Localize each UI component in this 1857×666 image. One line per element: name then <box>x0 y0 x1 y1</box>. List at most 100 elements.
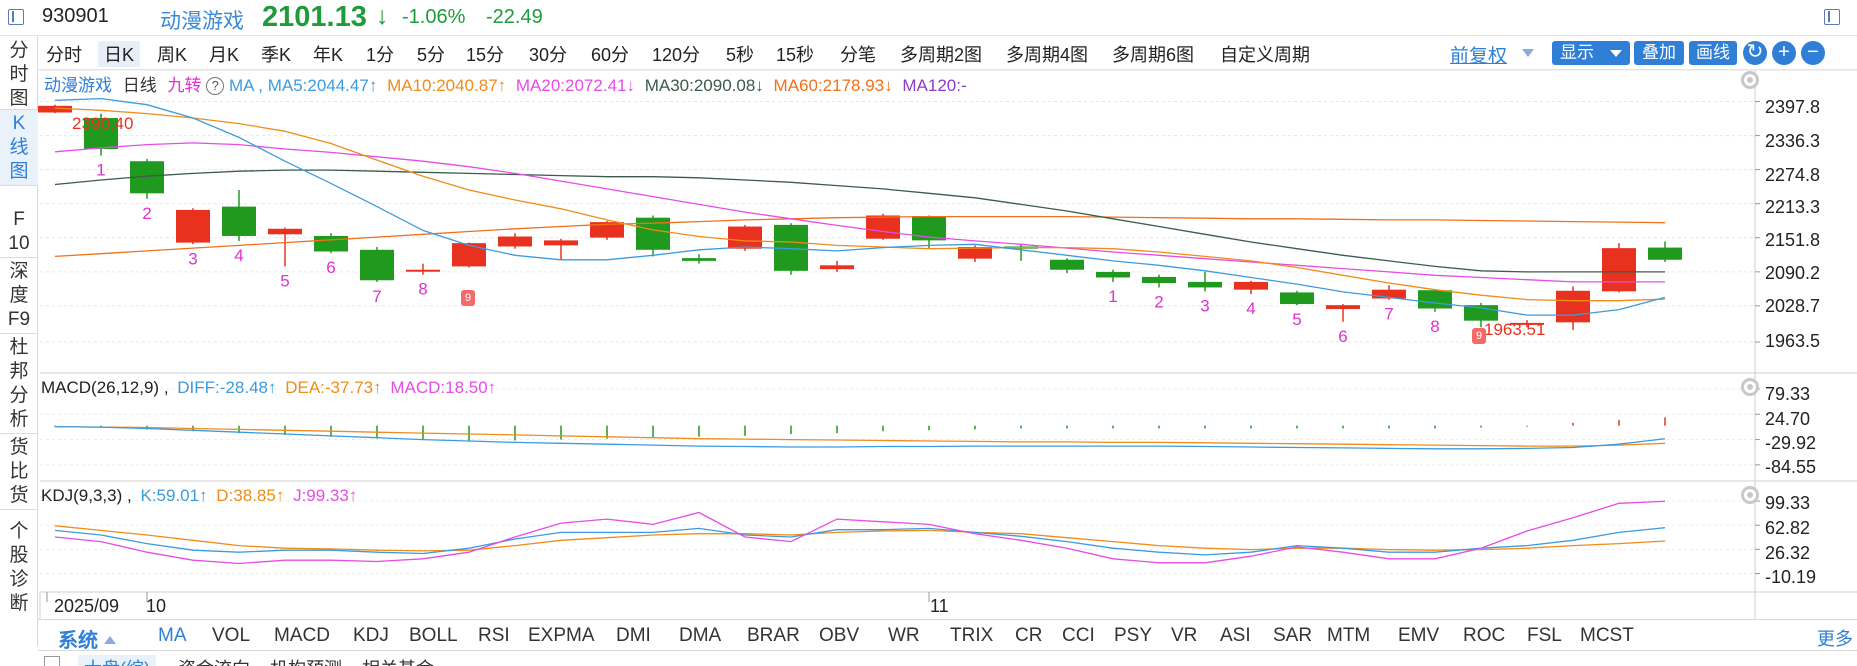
candle-body <box>176 209 210 243</box>
indicator-item[interactable]: MCST <box>1580 625 1634 646</box>
candle-body <box>268 228 302 235</box>
kdj-settings-gear-icon[interactable] <box>1741 486 1759 504</box>
zoom-in-icon[interactable]: + <box>1772 41 1796 65</box>
chevron-down-icon <box>1610 50 1622 57</box>
period-tab[interactable]: 1分 <box>366 45 395 65</box>
indicator-item[interactable]: CR <box>1015 625 1043 646</box>
indicator-item[interactable]: DMA <box>679 625 722 646</box>
indicator-item[interactable]: ASI <box>1220 625 1251 646</box>
candle-body <box>590 222 624 238</box>
system-label: 系统 <box>58 630 98 652</box>
vtab-timeshare[interactable]: 分 时 图 <box>0 38 38 110</box>
period-tab[interactable]: 季K <box>261 45 292 65</box>
display-button[interactable]: 显示 <box>1552 41 1630 65</box>
price-tick: 2274.8 <box>1765 165 1821 185</box>
more-indicators-link[interactable]: 更多 <box>1817 629 1853 649</box>
period-tab[interactable]: 多周期4图 <box>1006 45 1089 65</box>
indicator-ma[interactable]: MA <box>158 625 187 646</box>
period-tab[interactable]: 分笔 <box>840 45 876 65</box>
indicator-item[interactable]: TRIX <box>950 625 994 646</box>
indicator-item[interactable]: EXPMA <box>528 625 595 646</box>
period-tab[interactable]: 30分 <box>529 45 568 65</box>
period-tab[interactable]: 120分 <box>652 45 701 65</box>
indicator-item[interactable]: EMV <box>1398 625 1440 646</box>
period-tab[interactable]: 年K <box>313 45 344 65</box>
indicator-item[interactable]: SAR <box>1273 625 1313 646</box>
stock-name[interactable]: 动漫游戏 <box>160 10 244 33</box>
period-tab[interactable]: 5秒 <box>726 45 755 65</box>
indicator-item[interactable]: VOL <box>212 625 251 646</box>
period-tab[interactable]: 15秒 <box>776 45 815 65</box>
macd-dea-line <box>54 425 1666 447</box>
chevron-down-icon[interactable] <box>1522 49 1534 57</box>
td-count-label: 5 <box>280 271 289 290</box>
main-settings-gear-icon[interactable] <box>1741 71 1759 89</box>
legend-nine-turn[interactable]: 九转 <box>167 76 202 95</box>
legend-ma120: MA120:- <box>902 76 967 95</box>
indicator-item[interactable]: OBV <box>819 625 860 646</box>
buy-signal-marker[interactable]: 9 <box>461 290 475 306</box>
candle-body <box>452 243 486 267</box>
indicator-item[interactable]: VR <box>1171 625 1198 646</box>
indicator-item[interactable]: RSI <box>478 625 510 646</box>
period-tab[interactable]: 多周期2图 <box>900 45 983 65</box>
overlay-button[interactable]: 叠加 <box>1634 41 1684 65</box>
vtab-dupont[interactable]: 杜 邦 分 析 <box>0 334 38 434</box>
macd-diff: DIFF:-28.48↑ <box>177 378 277 397</box>
bottom-tab[interactable]: 大盘(综) <box>78 655 156 666</box>
chevron-up-icon <box>104 636 116 644</box>
td-count-label: 1 <box>96 161 105 180</box>
bottom-tab[interactable]: 资金流向 <box>178 655 250 666</box>
indicator-item[interactable]: CCI <box>1062 625 1095 646</box>
panel-toggle-right-icon[interactable] <box>1824 9 1840 25</box>
period-tab[interactable]: 5分 <box>417 45 446 65</box>
draw-line-button[interactable]: 画线 <box>1689 41 1737 65</box>
candle-body <box>958 247 992 259</box>
macd-title: MACD(26,12,9) , <box>41 378 169 397</box>
indicator-item[interactable]: BRAR <box>747 625 800 646</box>
vtab-compare[interactable]: 货 比 货 <box>0 434 38 510</box>
indicator-item[interactable]: ROC <box>1463 625 1506 646</box>
indicator-item[interactable]: WR <box>888 625 920 646</box>
bottom-tab[interactable]: 相关基金 <box>362 655 434 666</box>
indicator-item[interactable]: MACD <box>274 625 330 646</box>
vtab-f9[interactable]: 深 度 F9 <box>0 258 38 334</box>
collapse-icon[interactable] <box>44 656 60 666</box>
period-toolbar: 分时 日K 周K 月K 季K 年K 1分 5分 15分 30分 60分 120分… <box>38 36 1857 70</box>
period-tab[interactable]: 15分 <box>466 45 505 65</box>
price-tick: 2151.8 <box>1765 230 1821 250</box>
refresh-icon[interactable]: ↻ <box>1743 41 1767 65</box>
help-icon[interactable]: ? <box>206 77 225 95</box>
zoom-out-icon[interactable]: − <box>1801 41 1825 65</box>
buy-signal-marker[interactable]: 9 <box>1472 328 1486 344</box>
td-count-label: 8 <box>418 280 427 299</box>
indicator-item[interactable]: BOLL <box>409 625 458 646</box>
kdj-j-line <box>54 500 1666 565</box>
panel-toggle-icon[interactable] <box>8 9 24 25</box>
indicator-item[interactable]: MTM <box>1327 625 1371 646</box>
ma5-line <box>54 97 1666 316</box>
period-tab[interactable]: 60分 <box>591 45 630 65</box>
period-tab[interactable]: 周K <box>157 45 188 65</box>
period-tab[interactable]: 月K <box>209 45 240 65</box>
td-count-label: 4 <box>234 246 243 265</box>
period-tab[interactable]: 分时 <box>46 45 82 65</box>
system-indicators-menu[interactable]: 系统 <box>58 624 116 653</box>
indicator-item[interactable]: PSY <box>1114 625 1153 646</box>
vtab-diagnosis[interactable]: 个 股 诊 断 <box>9 521 29 614</box>
td-count-label: 2 <box>142 204 151 223</box>
period-tab[interactable]: 自定义周期 <box>1220 45 1310 65</box>
indicator-item[interactable]: DMI <box>616 625 651 646</box>
vtab-f10[interactable]: F 10 <box>0 206 38 258</box>
candle-body <box>1648 247 1682 260</box>
macd-settings-gear-icon[interactable] <box>1741 378 1759 396</box>
vtab-kline[interactable]: K 线 图 <box>0 110 38 186</box>
period-tab-active[interactable]: 日K <box>98 41 141 67</box>
indicator-item[interactable]: KDJ <box>353 625 389 646</box>
period-tab[interactable]: 多周期6图 <box>1112 45 1195 65</box>
td-count-label: 8 <box>1430 317 1439 336</box>
adjust-select[interactable]: 前复权 <box>1450 46 1508 67</box>
indicator-item[interactable]: FSL <box>1527 625 1562 646</box>
bottom-tab[interactable]: 机构预测 <box>270 655 342 666</box>
